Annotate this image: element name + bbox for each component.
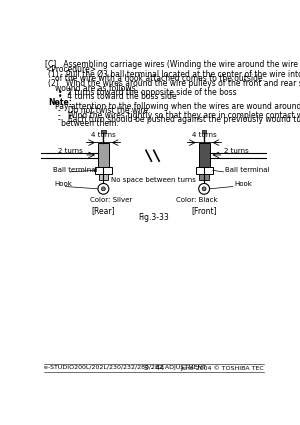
Text: June 2004 © TOSHIBA TEC: June 2004 © TOSHIBA TEC: [180, 365, 264, 371]
Bar: [196, 167, 213, 174]
Text: Color: Black: Color: Black: [176, 196, 217, 203]
Bar: [95, 167, 112, 174]
Text: Ball terminal: Ball terminal: [53, 167, 98, 173]
Bar: [199, 143, 210, 167]
Bar: [98, 143, 109, 167]
Text: [C]   Assembling carriage wires (Winding the wire around the wire pulley): [C] Assembling carriage wires (Winding t…: [45, 60, 300, 69]
Text: 2 turns: 2 turns: [224, 148, 249, 154]
Text: Note:: Note:: [48, 98, 72, 107]
Text: <Procedure>: <Procedure>: [45, 65, 96, 74]
Text: 2 turns: 2 turns: [58, 148, 83, 154]
Text: 3 - 44: 3 - 44: [144, 365, 164, 371]
Text: between them.: between them.: [61, 119, 118, 128]
Text: wound are as follows:: wound are as follows:: [55, 84, 138, 93]
Text: Pay attention to the following when the wires are wound around the pulleys:: Pay attention to the following when the …: [55, 102, 300, 111]
Bar: [202, 130, 206, 133]
Text: •  4 turns toward the boss side: • 4 turns toward the boss side: [58, 92, 176, 101]
Circle shape: [101, 187, 105, 191]
Text: Color: Silver: Color: Silver: [90, 196, 132, 203]
Bar: [101, 130, 106, 133]
Text: Ball terminal: Ball terminal: [225, 167, 270, 173]
Text: Hook: Hook: [234, 181, 252, 187]
Text: (1)   Pull the Ø3 ball terminal located at the center of the wire into a hole on: (1) Pull the Ø3 ball terminal located at…: [48, 70, 300, 79]
Bar: [99, 174, 108, 180]
Text: •  2 turns toward the opposite side of the boss: • 2 turns toward the opposite side of th…: [58, 88, 236, 97]
Text: No space between turns: No space between turns: [111, 177, 196, 183]
Text: -   Do not twist the wire.: - Do not twist the wire.: [58, 106, 150, 116]
Text: e-STUDIO200L/202L/230/232/280/282 ADJUSTMENT: e-STUDIO200L/202L/230/232/280/282 ADJUST…: [44, 365, 206, 370]
Text: [Rear]: [Rear]: [92, 206, 115, 215]
Text: -   Each turn should be pushed against the previously wound turn so that there i: - Each turn should be pushed against the…: [58, 115, 300, 124]
Text: [Front]: [Front]: [191, 206, 217, 215]
Text: 4 turns: 4 turns: [91, 132, 116, 138]
Text: Hook: Hook: [55, 181, 72, 187]
Text: of the wire with a hook attached comes to the outside.: of the wire with a hook attached comes t…: [55, 74, 265, 83]
Text: 4 turns: 4 turns: [192, 132, 217, 138]
Text: (2)   Wind the wires around the wire pulleys of the front and rear sides. The nu: (2) Wind the wires around the wire pulle…: [48, 79, 300, 88]
Circle shape: [202, 187, 206, 191]
Text: Fig.3-33: Fig.3-33: [138, 213, 169, 222]
Text: -   Wind the wires tightly so that they are in complete contact with the surface: - Wind the wires tightly so that they ar…: [58, 110, 300, 120]
Bar: [200, 174, 209, 180]
